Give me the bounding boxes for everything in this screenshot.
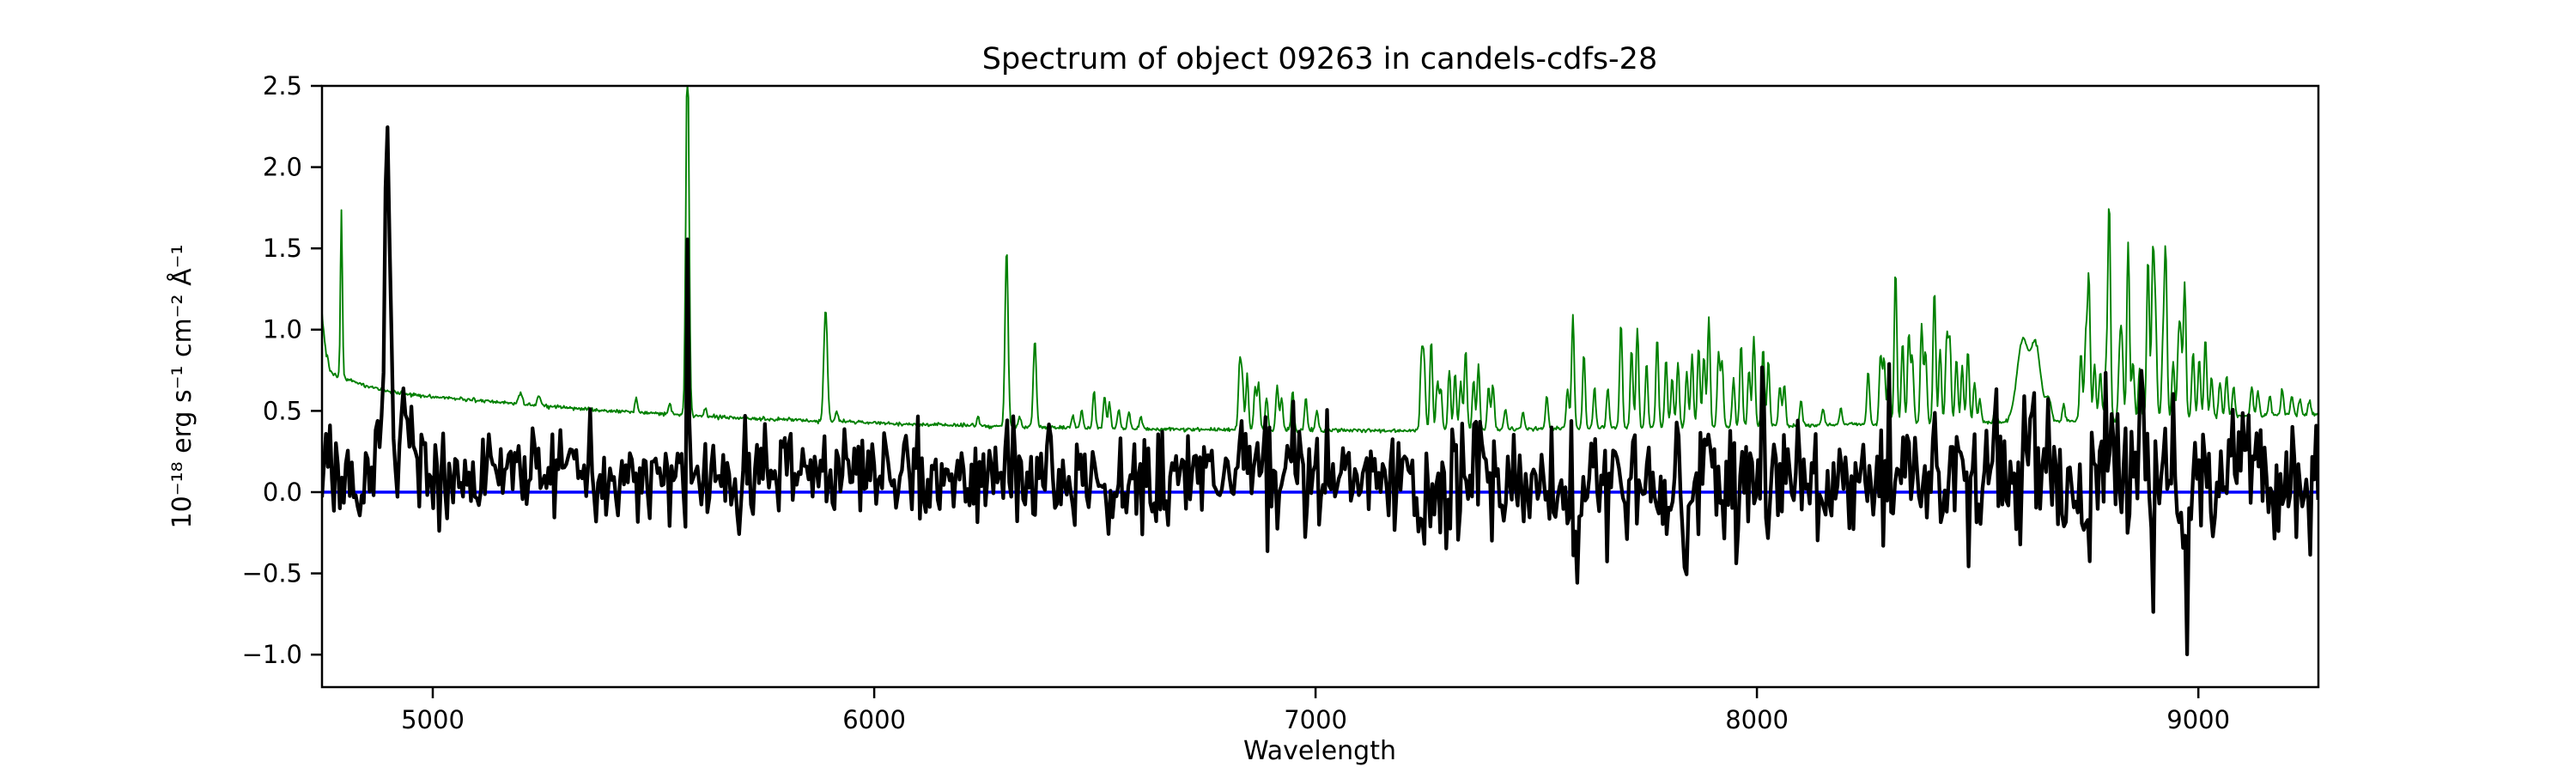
x-axis-label: Wavelength xyxy=(1243,736,1396,766)
x-tick-label: 5000 xyxy=(401,705,465,734)
x-tick-label: 7000 xyxy=(1284,705,1347,734)
y-axis-ticks: −1.0 −0.5 0.0 0.5 1.0 1.5 2.0 2.5 xyxy=(242,71,322,669)
x-tick-label: 8000 xyxy=(1725,705,1789,734)
x-axis-ticks: 5000 6000 7000 8000 9000 xyxy=(401,687,2230,734)
y-tick-label: −1.0 xyxy=(242,640,302,669)
y-tick-label: 1.0 xyxy=(263,315,302,344)
y-tick-label: −0.5 xyxy=(242,558,302,587)
error-spectrum-line xyxy=(322,86,2318,434)
plot-area xyxy=(322,86,2318,656)
y-tick-label: 2.0 xyxy=(263,152,302,181)
y-tick-label: 0.5 xyxy=(263,396,302,425)
y-tick-label: 2.5 xyxy=(263,71,302,100)
y-axis-label: 10⁻¹⁸ erg s⁻¹ cm⁻² Å⁻¹ xyxy=(167,245,197,529)
axes-spines xyxy=(320,84,2320,689)
x-tick-label: 6000 xyxy=(842,705,906,734)
y-tick-label: 1.5 xyxy=(263,234,302,263)
chart-title: Spectrum of object 09263 in candels-cdfs… xyxy=(982,42,1657,76)
x-tick-label: 9000 xyxy=(2166,705,2230,734)
flux-spectrum-line xyxy=(322,125,2318,656)
y-tick-label: 0.0 xyxy=(263,478,302,507)
